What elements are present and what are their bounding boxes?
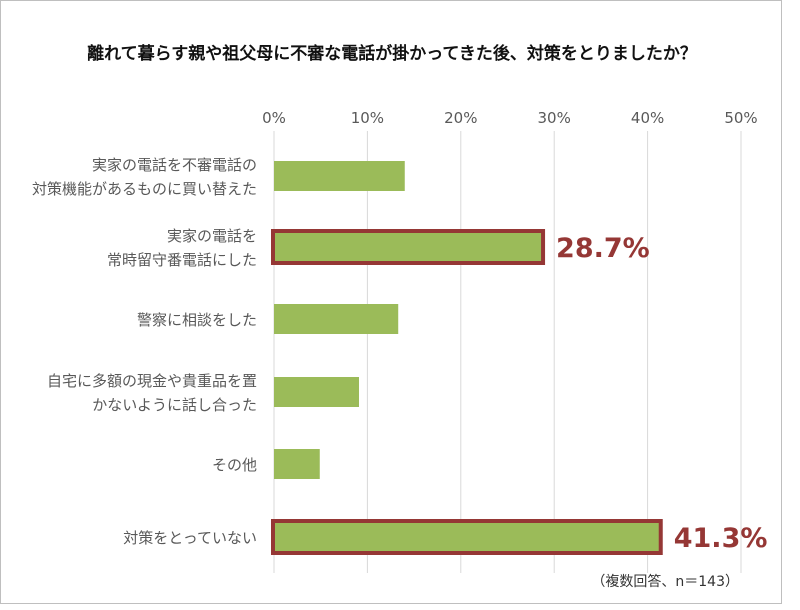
chart-title: 離れて暮らす親や祖父母に不審な電話が掛かってきた後、対策をとりましたか？ [87,44,697,64]
bar-3 [274,377,359,407]
data-label-5: 41.3% [674,523,768,554]
x-tick-label-2: 20% [444,109,477,127]
x-tick-label-4: 40% [631,109,664,127]
bar-chart: 0% 10% 20% 30% 40% 50% 実家の電話を不審電話の対策機能があるものに買い… [32,109,768,573]
x-tick-label-1: 10% [351,109,384,127]
category-label-3-0: 自宅に多額の現金や貴重品を置 [47,372,257,390]
category-label-1-0: 実家の電話を [167,227,257,245]
bar-highlight-frame-1 [271,229,546,265]
bar-highlight-frame-5 [271,519,663,555]
sample-note: （複数回答、n＝143） [591,574,739,590]
category-label-3-1: かないように話し合った [92,396,257,414]
bar-1 [274,232,543,262]
x-tick-label-5: 50% [724,109,757,127]
bar-0 [274,161,405,191]
category-label-2-0: 警察に相談をした [137,311,257,329]
category-label-0-0: 実家の電話を不審電話の [92,156,257,174]
data-label-1: 28.7% [556,233,650,264]
bar-4 [274,449,320,479]
category-label-0-1: 対策機能があるものに買い替えた [32,180,257,198]
x-tick-label-0: 0% [262,109,286,127]
chart-frame: 離れて暮らす親や祖父母に不審な電話が掛かってきた後、対策をとりましたか？ 0% 1… [0,0,782,604]
bar-2 [274,304,399,334]
category-label-5-0: 対策をとっていない [123,529,257,547]
category-label-1-1: 常時留守番電話にした [107,251,257,269]
category-label-4-0: その他 [212,456,257,474]
bar-5 [274,522,660,552]
x-tick-label-3: 30% [538,109,571,127]
